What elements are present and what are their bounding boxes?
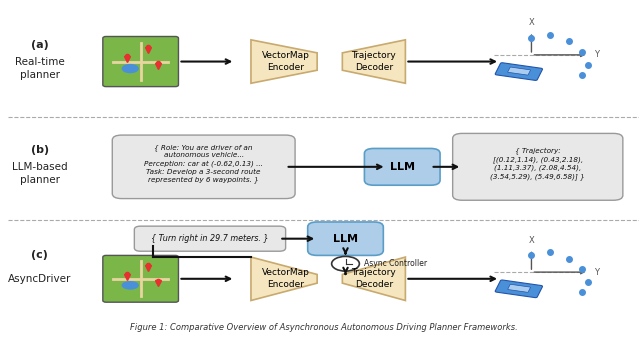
FancyBboxPatch shape: [364, 148, 440, 185]
Text: AsyncDriver: AsyncDriver: [8, 274, 72, 284]
Ellipse shape: [122, 281, 139, 290]
FancyBboxPatch shape: [112, 135, 295, 198]
Text: LLM: LLM: [333, 234, 358, 244]
FancyBboxPatch shape: [508, 284, 531, 292]
Circle shape: [332, 256, 360, 271]
Text: Figure 1: Comparative Overview of Asynchronous Autonomous Driving Planner Framew: Figure 1: Comparative Overview of Asynch…: [129, 323, 517, 332]
FancyBboxPatch shape: [134, 226, 285, 251]
Text: VectorMap
Encoder: VectorMap Encoder: [262, 51, 310, 72]
Text: VectorMap
Encoder: VectorMap Encoder: [262, 268, 310, 289]
Text: (c): (c): [31, 250, 48, 261]
Ellipse shape: [122, 64, 139, 73]
Polygon shape: [251, 257, 317, 301]
Text: Async Controller: Async Controller: [364, 259, 428, 268]
Text: X: X: [529, 236, 534, 245]
Text: Trajectory
Decoder: Trajectory Decoder: [351, 51, 396, 72]
Polygon shape: [342, 257, 405, 301]
Polygon shape: [251, 40, 317, 83]
FancyBboxPatch shape: [452, 133, 623, 200]
Text: { Turn right in 29.7 meters. }: { Turn right in 29.7 meters. }: [151, 234, 269, 243]
FancyBboxPatch shape: [103, 255, 179, 302]
Text: (b): (b): [31, 145, 49, 155]
Text: (a): (a): [31, 40, 49, 50]
Text: X: X: [529, 19, 534, 27]
Polygon shape: [342, 40, 405, 83]
Text: { Trajectory:
[(0.12,1.14), (0.43,2.18),
(1.11,3.37), (2.08,4.54),
(3.54,5.29), : { Trajectory: [(0.12,1.14), (0.43,2.18),…: [490, 147, 585, 180]
Text: LLM-based
planner: LLM-based planner: [12, 162, 68, 185]
FancyBboxPatch shape: [103, 36, 179, 87]
FancyBboxPatch shape: [308, 222, 383, 255]
Text: { Role: You are driver of an
autonomous vehicle...
Perception: car at (-0.62,0.1: { Role: You are driver of an autonomous …: [144, 144, 263, 183]
Text: Real-time
planner: Real-time planner: [15, 57, 65, 80]
Text: Y: Y: [595, 50, 600, 59]
FancyBboxPatch shape: [508, 67, 531, 75]
FancyBboxPatch shape: [495, 280, 543, 298]
FancyBboxPatch shape: [495, 63, 543, 81]
Text: Y: Y: [595, 268, 600, 277]
Text: Trajectory
Decoder: Trajectory Decoder: [351, 268, 396, 289]
Text: LLM: LLM: [390, 162, 415, 172]
